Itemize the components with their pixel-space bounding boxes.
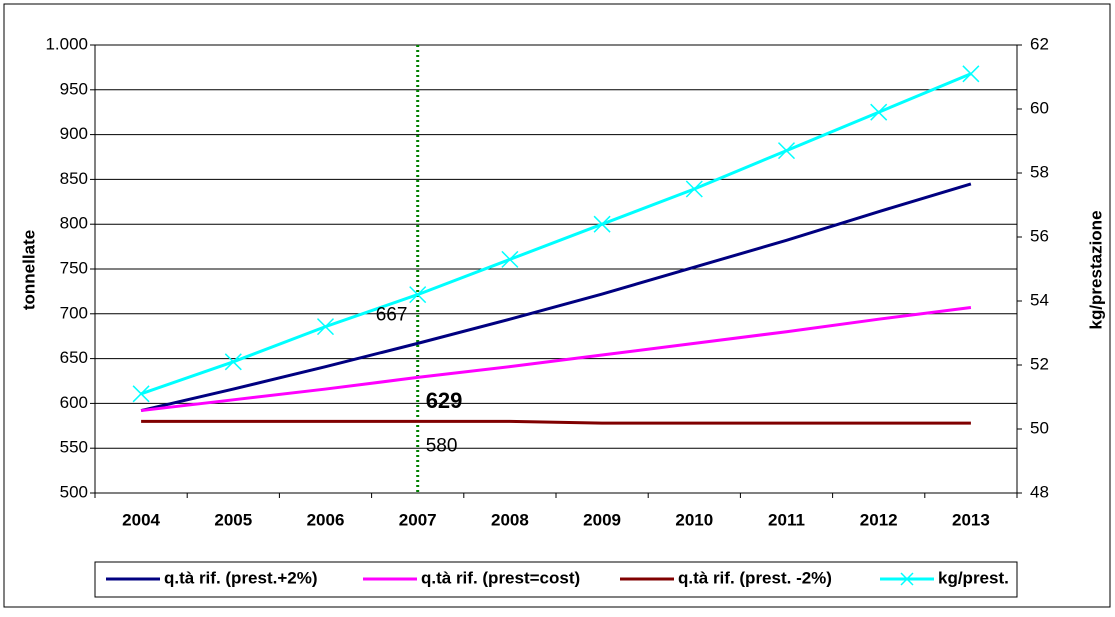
x-tick-label: 2007 [399, 510, 437, 529]
legend-marker [900, 572, 914, 586]
point-marker [593, 215, 611, 233]
x-tick-label: 2010 [675, 510, 713, 529]
legend-box [94, 561, 1018, 598]
point-marker [777, 142, 796, 160]
y2-tick-label: 56 [1030, 226, 1049, 245]
series-line [140, 306, 972, 413]
annotation: 580 [426, 435, 458, 456]
y-tick-label: 1.000 [45, 34, 88, 53]
point-marker [316, 318, 335, 336]
y2-axis-title: kg/prestazione [1086, 210, 1105, 329]
x-tick-label: 2006 [307, 510, 345, 529]
y-tick-label: 500 [60, 482, 88, 501]
y-axis-title: tonnellate [19, 230, 38, 310]
point-marker [132, 385, 150, 403]
point-marker [685, 180, 703, 198]
legend-label: q.tà rif. (prest.+2%) [164, 568, 318, 587]
x-tick-label: 2011 [768, 510, 805, 529]
y2-tick-label: 52 [1030, 354, 1049, 373]
x-tick-label: 2004 [122, 510, 160, 529]
y2-tick-label: 62 [1030, 34, 1049, 53]
y2-tick-label: 60 [1030, 98, 1049, 117]
y2-tick-label: 50 [1030, 418, 1049, 437]
annotation: 629 [426, 388, 463, 413]
series-line [140, 72, 972, 396]
y-tick-label: 950 [60, 79, 88, 98]
point-marker [870, 103, 888, 121]
y2-tick-label: 48 [1030, 482, 1049, 501]
legend-label: q.tà rif. (prest=cost) [421, 568, 580, 587]
y2-tick-label: 58 [1030, 162, 1049, 181]
y-tick-label: 700 [60, 303, 88, 322]
legend-label: q.tà rif. (prest. -2%) [678, 568, 832, 587]
series-line [140, 182, 972, 413]
y-tick-label: 600 [60, 393, 88, 412]
y-tick-label: 650 [60, 348, 88, 367]
y-tick-label: 550 [60, 438, 88, 457]
x-tick-label: 2013 [952, 510, 990, 529]
y-tick-label: 750 [60, 258, 88, 277]
y-tick-label: 800 [60, 214, 88, 233]
y2-tick-label: 54 [1030, 290, 1049, 309]
x-tick-label: 2008 [491, 510, 529, 529]
point-marker [962, 65, 980, 83]
series-line [141, 419, 971, 425]
annotation: 667 [376, 304, 408, 325]
x-tick-label: 2009 [583, 510, 621, 529]
point-marker [409, 286, 427, 304]
x-tick-label: 2012 [860, 510, 898, 529]
y-tick-label: 850 [60, 169, 88, 188]
y-tick-label: 900 [60, 124, 88, 143]
point-marker [501, 250, 519, 268]
x-tick-label: 2005 [214, 510, 252, 529]
point-marker [224, 353, 242, 371]
legend-label: kg/prest. [938, 568, 1009, 587]
